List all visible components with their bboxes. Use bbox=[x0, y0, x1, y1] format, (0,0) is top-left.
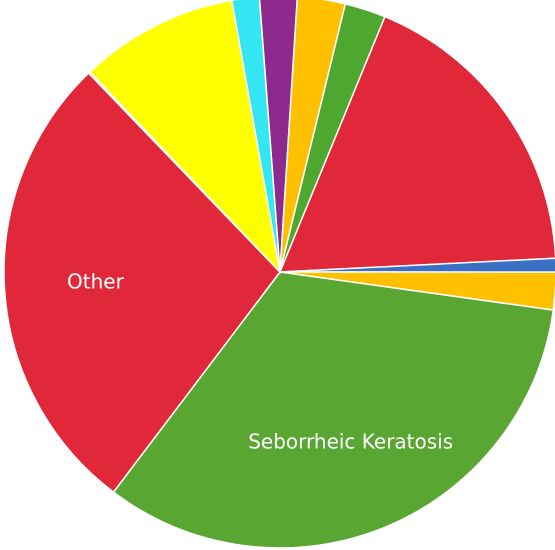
pie-slice bbox=[258, 0, 298, 273]
pie-slice bbox=[112, 271, 555, 549]
pie-slice bbox=[3, 72, 281, 494]
slice-label: Other bbox=[67, 269, 125, 293]
pie-slice bbox=[279, 257, 555, 273]
slice-label: Seborrheic Keratosis bbox=[248, 429, 453, 453]
pie-slice bbox=[88, 0, 282, 275]
pie-slice bbox=[230, 0, 281, 273]
pie-slice bbox=[278, 15, 555, 273]
